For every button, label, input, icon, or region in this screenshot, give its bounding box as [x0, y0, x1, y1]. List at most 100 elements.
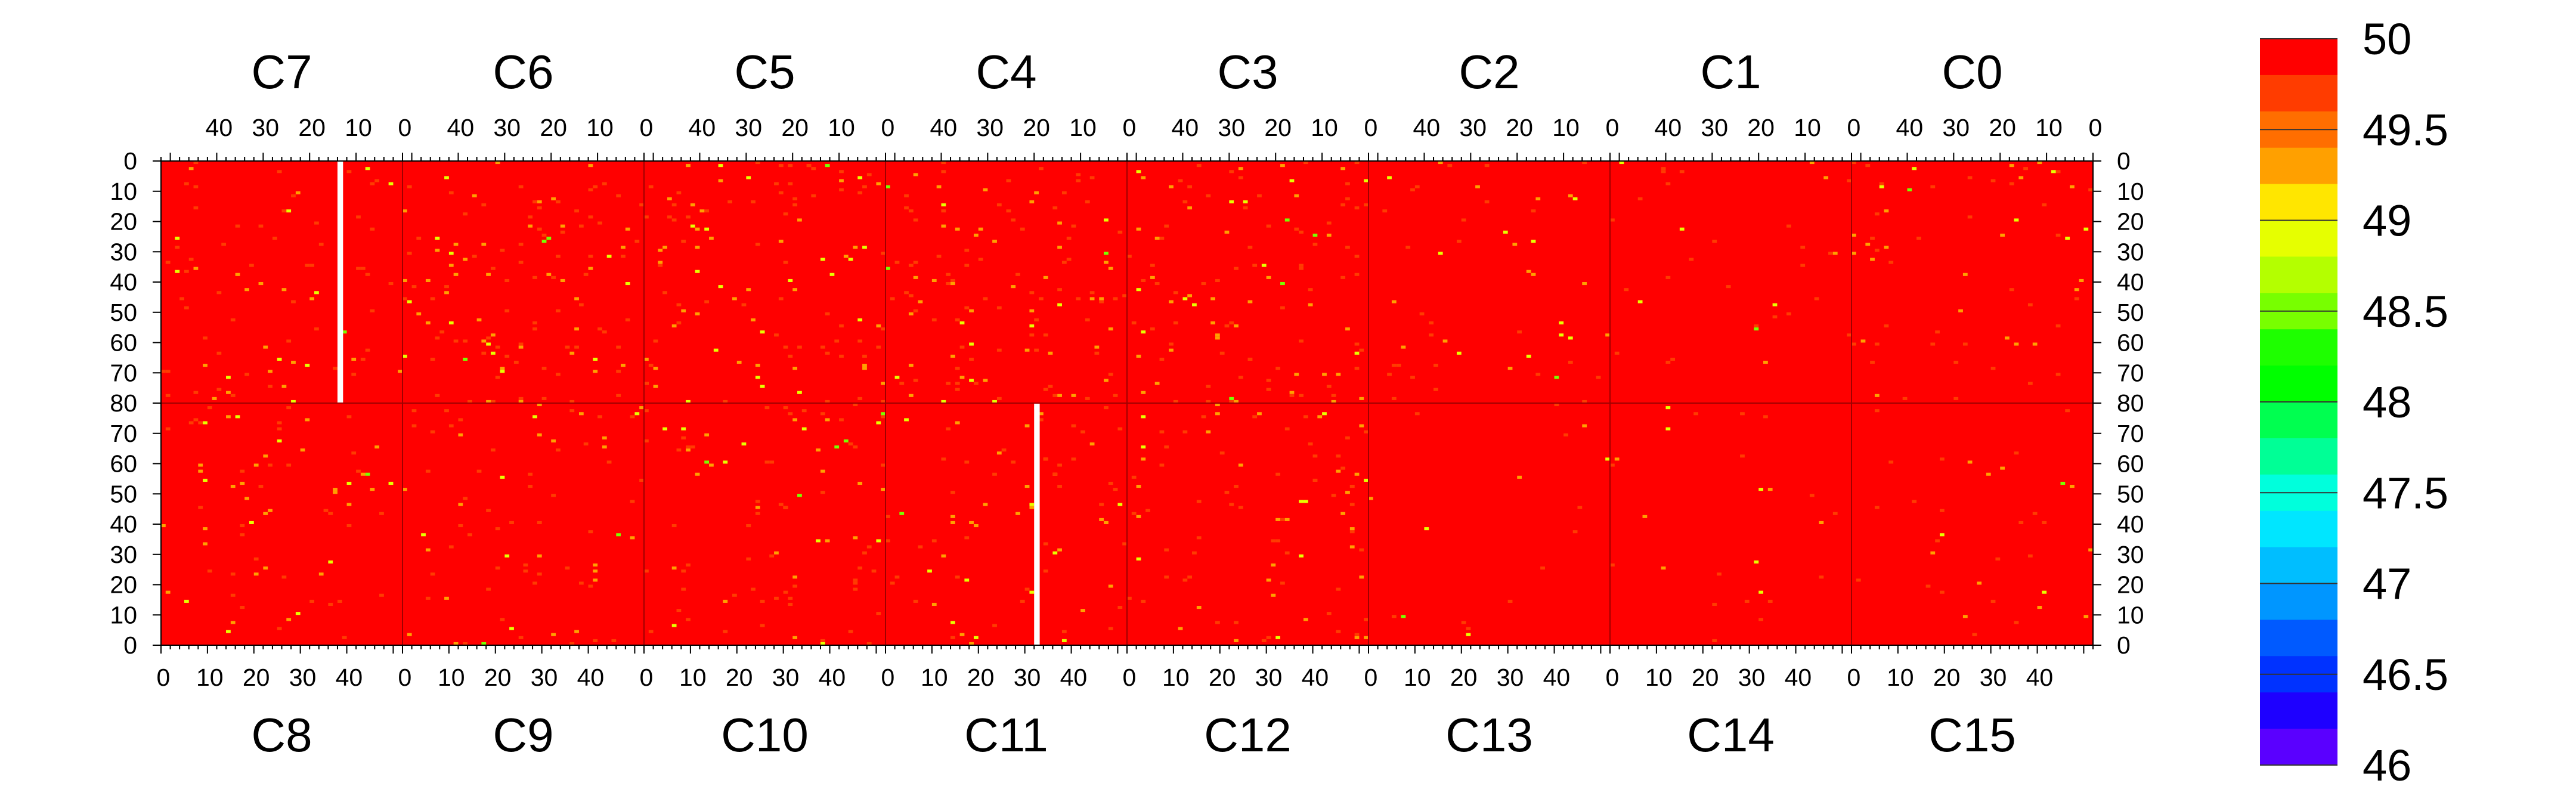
- pixel-cell: [528, 215, 533, 219]
- pixel-cell: [978, 258, 983, 261]
- top-tick-label: 40: [930, 114, 958, 141]
- pixel-cell: [1442, 339, 1448, 343]
- pixel-cell: [913, 599, 918, 603]
- pixel-cell: [184, 182, 189, 185]
- pixel-cell: [1229, 200, 1234, 204]
- pixel-cell: [996, 451, 1002, 455]
- pixel-cell: [908, 312, 914, 315]
- pixel-cell: [448, 252, 454, 255]
- pixel-cell: [463, 497, 468, 500]
- pixel-cell: [723, 630, 728, 633]
- top-tick-label: 40: [447, 114, 475, 141]
- top-tick-label: 20: [298, 114, 326, 141]
- pixel-cell: [198, 506, 203, 509]
- pixel-cell: [291, 194, 296, 197]
- pixel-cell: [862, 551, 867, 555]
- pixel-cell: [1884, 324, 1889, 328]
- pixel-cell: [1266, 578, 1271, 582]
- pixel-cell: [212, 397, 217, 400]
- pixel-cell: [244, 373, 249, 376]
- pixel-cell: [481, 243, 487, 246]
- pixel-cell: [1354, 161, 1360, 165]
- pixel-cell: [829, 273, 835, 276]
- pixel-cell: [1029, 324, 1035, 328]
- pixel-cell: [1874, 342, 1880, 346]
- right-tick-label: 30: [2117, 541, 2144, 568]
- pixel-cell: [792, 584, 798, 588]
- pixel-cell: [1349, 485, 1355, 488]
- pixel-cell: [778, 297, 784, 301]
- pixel-cell: [458, 524, 463, 528]
- pixel-cell: [1364, 478, 1368, 482]
- pixel-cell: [941, 457, 946, 461]
- pixel-cell: [295, 612, 301, 615]
- pixel-cell: [1345, 327, 1350, 331]
- pixel-cell: [281, 288, 287, 292]
- pixel-cell: [1187, 575, 1193, 579]
- pixel-cell: [240, 469, 245, 473]
- pixel-cell: [1962, 273, 1968, 276]
- pixel-cell: [2018, 176, 2024, 179]
- pixel-cell: [1823, 176, 1829, 179]
- pixel-cell: [453, 243, 459, 246]
- pixel-cell: [188, 421, 194, 425]
- pixel-cell: [1326, 612, 1332, 615]
- bottom-tick-label: 10: [1887, 664, 1914, 691]
- pixel-cell: [272, 236, 277, 240]
- pixel-cell: [690, 445, 695, 449]
- pixel-cell: [444, 291, 449, 295]
- pixel-cell: [1057, 463, 1062, 467]
- pixel-cell: [746, 557, 751, 561]
- pixel-cell: [1767, 599, 1773, 603]
- pixel-cell: [1089, 176, 1095, 179]
- pixel-cell: [996, 397, 1002, 400]
- pixel-cell: [1015, 512, 1020, 515]
- pixel-cell: [1410, 188, 1415, 191]
- pixel-cell: [1689, 258, 1694, 261]
- left-tick-label: 20: [110, 571, 137, 599]
- pixel-cell: [1726, 285, 1731, 289]
- pixel-cell: [1354, 342, 1360, 346]
- pixel-cell: [1266, 379, 1271, 382]
- pixel-cell: [2009, 182, 2014, 185]
- pixel-cell: [1234, 639, 1239, 642]
- pixel-cell: [268, 370, 273, 373]
- pixel-cell: [1670, 357, 1676, 361]
- pixel-cell: [839, 418, 844, 422]
- pixel-cell: [908, 394, 914, 397]
- pixel-cell: [1076, 173, 1081, 177]
- pixel-cell: [1531, 273, 1536, 276]
- pixel-cell: [1572, 197, 1578, 200]
- pixel-cell: [718, 285, 723, 289]
- pixel-cell: [1299, 500, 1304, 503]
- pixel-cell: [249, 264, 254, 267]
- pixel-cell: [1345, 182, 1350, 185]
- pixel-cell: [277, 439, 282, 442]
- pixel-cell: [1029, 503, 1035, 506]
- bottom-tick-label: 20: [1450, 664, 1478, 691]
- pixel-cell: [1234, 485, 1239, 488]
- pixel-cell: [1224, 491, 1230, 494]
- pixel-cell: [1104, 218, 1109, 222]
- pixel-cell: [881, 400, 886, 403]
- pixel-cell: [430, 357, 435, 361]
- pixel-cell: [175, 236, 180, 240]
- pixel-cell: [541, 239, 547, 243]
- pixel-cell: [416, 312, 422, 315]
- pixel-cell: [1299, 267, 1304, 270]
- pixel-cell: [1271, 539, 1276, 543]
- pixel-cell: [165, 427, 171, 431]
- pixel-cell: [476, 318, 482, 321]
- bottom-tick-label: 30: [1497, 664, 1524, 691]
- pixel-cell: [857, 566, 863, 570]
- pixel-cell: [1865, 243, 1871, 246]
- pixel-cell: [1326, 385, 1332, 388]
- pixel-cell: [1104, 252, 1109, 255]
- pixel-cell: [653, 385, 658, 388]
- pixel-cell: [820, 258, 825, 261]
- pixel-cell: [1939, 509, 1945, 512]
- pixel-cell: [2014, 218, 2019, 222]
- pixel-cell: [588, 530, 593, 534]
- pixel-cell: [1340, 275, 1346, 279]
- pixel-cell: [1061, 630, 1067, 633]
